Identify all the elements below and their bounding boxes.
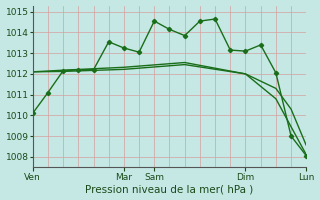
X-axis label: Pression niveau de la mer( hPa ): Pression niveau de la mer( hPa ) [85,184,254,194]
